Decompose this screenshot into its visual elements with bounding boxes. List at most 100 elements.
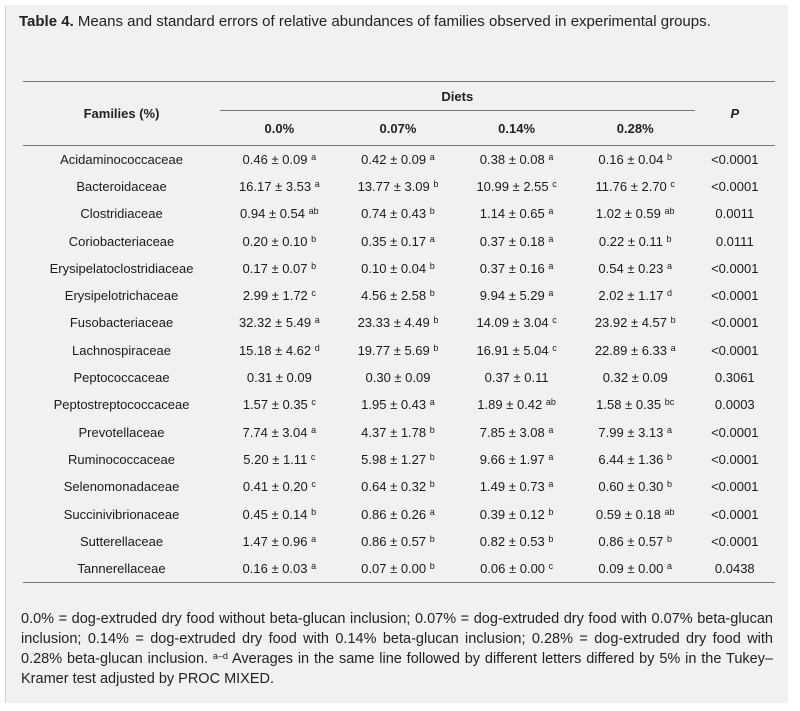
- value-cell: 0.37 ± 0.16 a: [457, 255, 576, 282]
- mean-se-value: 7.99 ± 3.13: [598, 424, 664, 440]
- family-name: Acidaminococcaceae: [60, 151, 183, 167]
- p-value: <0.0001: [711, 451, 759, 467]
- value-cell: 0.35 ± 0.17 a: [339, 227, 458, 254]
- significance-letter: ab: [664, 506, 675, 517]
- p-value: <0.0001: [711, 342, 759, 358]
- significance-letter: a: [311, 424, 317, 435]
- value-cell: 0.60 ± 0.30 b: [576, 473, 695, 500]
- significance-letter: b: [311, 233, 317, 244]
- significance-letter: a: [548, 424, 554, 435]
- mean-se-value: 0.35 ± 0.17: [361, 233, 427, 249]
- mean-se-value: 0.09 ± 0.00: [598, 560, 664, 576]
- significance-letter: c: [311, 479, 316, 490]
- p-value: 0.0011: [715, 206, 755, 222]
- significance-letter: b: [429, 533, 435, 544]
- value-cell: 23.92 ± 4.57 b: [576, 309, 695, 336]
- row-header: Families (%): [23, 81, 221, 146]
- mean-se-value: 0.16 ± 0.04: [598, 151, 664, 167]
- mean-se-value: 1.02 ± 0.59: [595, 206, 661, 222]
- value-cell: 0.45 ± 0.14 b: [220, 500, 339, 527]
- value-cell: 2.99 ± 1.72 c: [220, 282, 339, 309]
- mean-se-value: 0.32 ± 0.09: [602, 370, 668, 386]
- significance-letter: b: [429, 451, 435, 462]
- column-header-0: 0.0%: [220, 110, 339, 146]
- mean-se-value: 0.45 ± 0.14: [242, 506, 308, 522]
- value-cell: 14.09 ± 3.04 c: [457, 309, 576, 336]
- mean-se-value: 0.82 ± 0.53: [479, 533, 545, 549]
- mean-se-value: 0.10 ± 0.04: [361, 260, 427, 276]
- value-cell: 7.74 ± 3.04 a: [220, 418, 339, 445]
- significance-letter: c: [670, 178, 675, 189]
- significance-letter: c: [552, 342, 557, 353]
- significance-letter: bc: [664, 397, 675, 408]
- significance-letter: a: [548, 479, 554, 490]
- mean-se-value: 16.17 ± 3.53: [238, 178, 312, 194]
- column-header-2: 0.14%: [457, 110, 576, 146]
- significance-letter: c: [548, 560, 554, 571]
- significance-letter: a: [311, 151, 317, 162]
- value-cell: 1.58 ± 0.35 bc: [576, 391, 695, 418]
- table-body: Acidaminococcaceae 0.46 ± 0.09 a 0.42 ± 0.…: [23, 146, 775, 583]
- family-name: Tannerellaceae: [23, 554, 221, 583]
- significance-letter: b: [667, 533, 673, 544]
- value-cell: 1.02 ± 0.59 ab: [576, 200, 695, 227]
- value-cell: 0.74 ± 0.43 b: [339, 200, 458, 227]
- p-value: <0.0001: [711, 479, 759, 495]
- value-cell: 0.38 ± 0.08 a: [457, 146, 576, 173]
- value-cell: 7.85 ± 3.08 a: [457, 418, 576, 445]
- value-cell: 0.06 ± 0.00 c: [457, 554, 576, 583]
- value-cell: 22.89 ± 6.33 a: [576, 337, 695, 364]
- table-row: Selenomonadaceae 0.41 ± 0.20 c 0.64 ± 0.32…: [23, 473, 775, 500]
- significance-letter: d: [667, 288, 673, 299]
- significance-letter: a: [311, 560, 317, 571]
- p-value: <0.0001: [711, 288, 759, 304]
- mean-se-value: 10.99 ± 2.55: [476, 178, 549, 194]
- mean-se-value: 13.77 ± 3.09: [357, 178, 430, 194]
- significance-letter: b: [433, 178, 439, 189]
- family-name: Selenomonadaceae: [63, 479, 180, 495]
- family-name: Ruminococcaceae: [68, 451, 175, 467]
- significance-letter: b: [666, 233, 672, 244]
- family-name: Lachnospiraceae: [72, 342, 172, 358]
- mean-se-value: 6.44 ± 1.36: [598, 451, 664, 467]
- significance-letter: b: [670, 315, 676, 326]
- family-name: Sutterellaceae: [79, 533, 164, 549]
- mean-se-value: 2.02 ± 1.17: [598, 288, 664, 304]
- mean-se-value: 0.86 ± 0.57: [598, 533, 664, 549]
- mean-se-value: 23.92 ± 4.57: [594, 315, 668, 331]
- significance-letter: ab: [308, 206, 319, 217]
- table-row: Erysipelatoclostridiaceae 0.17 ± 0.07 b 0.…: [23, 255, 775, 282]
- significance-letter: b: [429, 260, 435, 271]
- p-value: <0.0001: [711, 178, 759, 194]
- value-cell: 16.91 ± 5.04 c: [457, 337, 576, 364]
- value-cell: 1.89 ± 0.42 ab: [457, 391, 576, 418]
- significance-letter: ab: [545, 397, 556, 408]
- table-footnote: 0.0% = dog-extruded dry food without bet…: [21, 609, 773, 689]
- value-cell: 0.59 ± 0.18 ab: [576, 500, 695, 527]
- significance-letter: b: [548, 533, 554, 544]
- diets-group-header: Diets: [220, 81, 695, 111]
- value-cell: 0.64 ± 0.32 b: [339, 473, 458, 500]
- family-name: Erysipelatoclostridiaceae: [49, 260, 194, 276]
- value-cell: 0.54 ± 0.23 a: [576, 255, 695, 282]
- table-row: Prevotellaceae 7.74 ± 3.04 a 4.37 ± 1.78 b…: [23, 418, 775, 445]
- value-cell: 2.02 ± 1.17 d: [576, 282, 695, 309]
- value-cell: 0.22 ± 0.11 b: [576, 227, 695, 254]
- significance-letter: c: [311, 397, 316, 408]
- mean-se-value: 0.30 ± 0.09: [365, 370, 431, 386]
- significance-letter: b: [433, 315, 439, 326]
- mean-se-value: 1.58 ± 0.35: [596, 397, 662, 413]
- value-cell: 4.56 ± 2.58 b: [339, 282, 458, 309]
- mean-se-value: 5.20 ± 1.11: [243, 451, 308, 467]
- table-row: Fusobacteriaceae 32.32 ± 5.49 a 23.33 ± 4.…: [23, 309, 775, 336]
- significance-letter: a: [429, 397, 435, 408]
- value-cell: 0.20 ± 0.10 b: [220, 227, 339, 254]
- significance-letter: a: [667, 560, 673, 571]
- significance-letter: a: [429, 506, 435, 517]
- significance-letter: b: [311, 506, 317, 517]
- mean-se-value: 1.57 ± 0.35: [242, 397, 308, 413]
- significance-letter: c: [552, 178, 557, 189]
- mean-se-value: 1.49 ± 0.73: [479, 479, 545, 495]
- value-cell: 13.77 ± 3.09 b: [339, 173, 458, 200]
- value-cell: 0.86 ± 0.57 b: [339, 528, 458, 555]
